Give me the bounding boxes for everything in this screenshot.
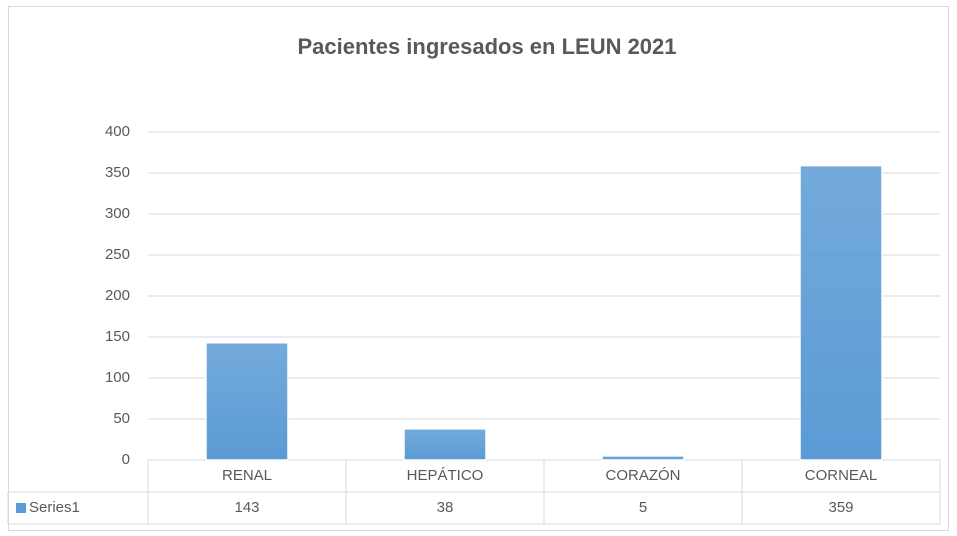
bar [403,428,487,461]
y-tick-label: 400 [105,123,130,140]
x-tick-label: CORAZÓN [606,467,681,484]
chart-title: Pacientes ingresados en LEUN 2021 [297,34,676,59]
bar [205,341,289,461]
bar [799,164,883,461]
legend-marker [16,503,26,513]
y-tick-label: 350 [105,164,130,181]
bar [601,455,685,461]
y-tick-label: 300 [105,205,130,222]
x-tick-label: CORNEAL [805,467,878,484]
x-tick-label: HEPÁTICO [407,467,484,484]
y-tick-label: 100 [105,369,130,386]
y-tick-label: 0 [122,451,130,468]
y-tick-label: 50 [113,410,130,427]
y-tick-label: 250 [105,246,130,263]
table-value: 38 [437,499,454,516]
table-value: 143 [234,499,259,516]
y-tick-label: 150 [105,328,130,345]
x-tick-label: RENAL [222,467,272,484]
table-value: 5 [639,499,647,516]
table-value: 359 [828,499,853,516]
legend-label: Series1 [29,499,80,516]
y-tick-label: 200 [105,287,130,304]
